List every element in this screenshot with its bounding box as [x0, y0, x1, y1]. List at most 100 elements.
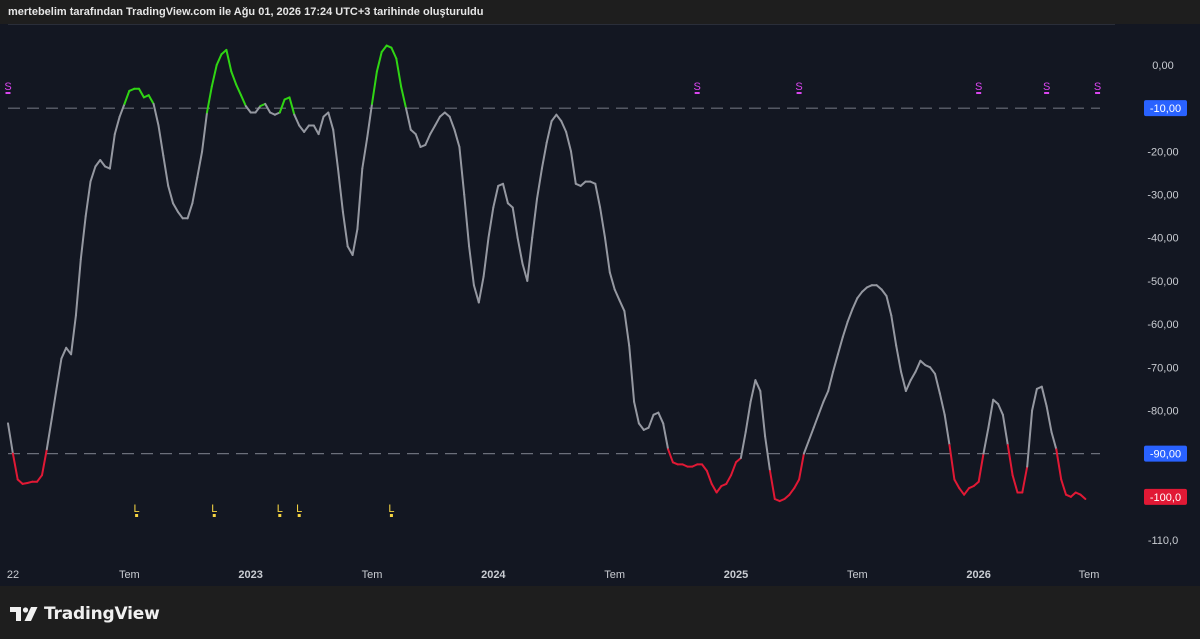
- series-segment: [264, 102, 272, 114]
- last-value-label: -100,0: [1150, 492, 1181, 504]
- series-segment: [7, 422, 14, 455]
- series-segment: [637, 422, 645, 431]
- series-segment: [1011, 474, 1019, 494]
- series-segment: [880, 288, 888, 297]
- series-segment: [861, 286, 868, 293]
- y-tick-label: -20,00: [1147, 146, 1178, 158]
- series-segment: [395, 57, 403, 88]
- series-segment: [895, 344, 902, 373]
- series-segment: [414, 133, 422, 148]
- series-segment: [764, 435, 771, 472]
- series-segment: [817, 400, 825, 416]
- tradingview-logo-icon: [10, 607, 38, 621]
- series-segment: [953, 478, 961, 490]
- buy-marker-dot: [278, 514, 282, 517]
- series-segment: [555, 113, 563, 123]
- series-segment: [337, 167, 344, 213]
- series-segment: [201, 111, 208, 153]
- series-segment: [84, 180, 92, 218]
- x-tick-label: 2026: [966, 569, 990, 581]
- series-segment: [235, 83, 242, 97]
- sell-marker: S: [4, 81, 11, 93]
- chart-svg[interactable]: S S S S S S L L L L L 0,00 -10,00 -20,00 -30,00 -40,00…: [0, 24, 1200, 586]
- x-tick-label: Tem: [604, 569, 625, 581]
- series-segment: [191, 176, 199, 205]
- series-segment: [856, 290, 864, 300]
- price-axis[interactable]: 0,00 -10,00 -20,00 -30,00 -40,00 -50,00 -60,00…: [1144, 60, 1187, 547]
- signal-markers: S S S S S S L L L L L: [4, 81, 1101, 517]
- series-segment: [613, 288, 621, 302]
- series-segment: [172, 202, 179, 213]
- series-segment: [278, 98, 286, 114]
- series-segment: [919, 359, 927, 367]
- series-segment: [715, 485, 723, 494]
- series-segment: [453, 128, 461, 148]
- series-segment: [327, 111, 335, 131]
- plot-background: [0, 24, 1200, 586]
- series-segment: [759, 390, 767, 438]
- series-segment: [438, 111, 446, 118]
- series-segment: [361, 137, 369, 170]
- series-segment: [977, 452, 985, 483]
- series-segment: [667, 448, 674, 464]
- series-segment: [405, 107, 412, 131]
- series-segment: [516, 236, 524, 265]
- time-axis[interactable]: 22 Tem 2023 Tem 2024 Tem 2025 Tem 2026 Tem: [7, 569, 1100, 581]
- series-segment: [240, 94, 247, 107]
- x-tick-label: 22: [7, 569, 19, 581]
- series-segment: [45, 418, 53, 451]
- caption-text: mertebelim tarafından TradingView.com il…: [8, 6, 484, 18]
- series-segment: [70, 314, 77, 356]
- series-segment: [50, 387, 58, 421]
- x-tick-label: Tem: [1079, 569, 1100, 581]
- y-tick-label: -40,00: [1147, 233, 1178, 245]
- series-segment: [502, 182, 509, 205]
- series-segment: [570, 150, 577, 185]
- sell-marker: S: [1043, 81, 1050, 93]
- series-segment: [16, 478, 24, 485]
- series-segment: [506, 202, 514, 209]
- tradingview-brand[interactable]: TradingView: [10, 604, 160, 624]
- series-segment: [628, 344, 636, 403]
- series-segment: [138, 87, 145, 99]
- series-segment: [366, 102, 373, 140]
- series-segment: [545, 120, 553, 144]
- dashed-level-lines: [8, 107, 1100, 455]
- level-label-box: [1144, 100, 1187, 117]
- footer-bar: TradingView: [0, 586, 1200, 639]
- chart-area[interactable]: S S S S S S L L L L L 0,00 -10,00 -20,00 -30,00 -40,00…: [0, 24, 1200, 586]
- series-segment: [482, 236, 490, 278]
- series-segment: [230, 70, 238, 86]
- series-segment: [875, 284, 883, 291]
- series-segment: [215, 53, 223, 66]
- series-segment: [623, 310, 631, 347]
- series-segment: [604, 236, 611, 274]
- series-segment: [356, 167, 364, 231]
- series-segment: [1050, 431, 1058, 451]
- series-segment: [783, 493, 791, 500]
- series-segment: [807, 426, 815, 442]
- buy-marker: L: [277, 503, 283, 515]
- sell-marker: S: [795, 81, 802, 93]
- series-segment: [1060, 478, 1067, 496]
- series-segment: [890, 314, 898, 347]
- series-segment: [424, 133, 432, 146]
- series-segment: [618, 299, 626, 313]
- series-segment: [303, 124, 310, 133]
- series-segment: [1055, 448, 1063, 481]
- series-segment: [317, 115, 325, 136]
- series-segment: [822, 390, 830, 403]
- series-segment: [657, 411, 665, 425]
- series-segment: [904, 379, 912, 392]
- series-segment: [60, 346, 68, 360]
- series-segment: [186, 202, 194, 220]
- series-segment: [710, 482, 718, 494]
- series-segment: [55, 357, 63, 390]
- series-segment: [492, 184, 500, 209]
- series-segment: [909, 370, 917, 382]
- series-segment: [701, 463, 708, 472]
- series-segment: [293, 113, 301, 127]
- series-segment: [633, 400, 640, 425]
- series-segment: [1031, 387, 1038, 412]
- series-segment: [409, 128, 417, 136]
